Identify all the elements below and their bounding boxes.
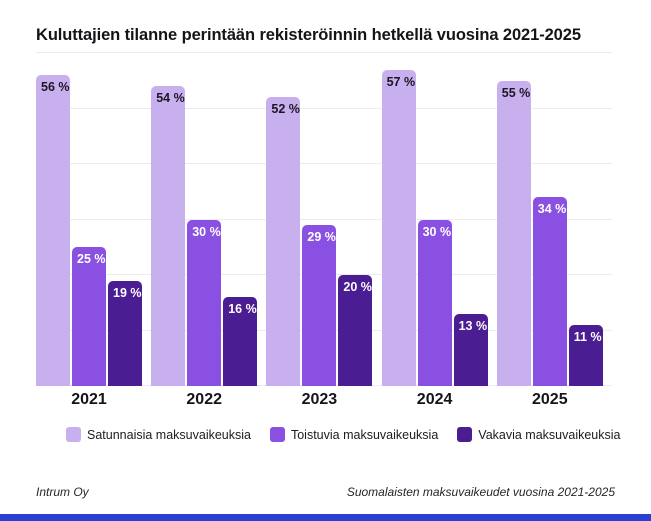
bar-value-label: 11 % [573, 329, 602, 344]
brand-bottom-bar [0, 514, 651, 521]
x-axis-label-2024: 2024 [416, 391, 453, 408]
bar-value-label: 29 % [307, 230, 336, 245]
legend: Satunnaisia maksuvaikeuksia Toistuvia mak… [66, 427, 620, 442]
gridline-60 [36, 52, 612, 53]
x-axis-label-2023: 2023 [301, 391, 338, 408]
bar-2022-series1: 54 % [151, 86, 186, 386]
bar-value-label: 56 % [41, 80, 70, 95]
bar-2025-series3: 11 % [568, 324, 603, 386]
bar-2024-series3: 13 % [453, 313, 488, 386]
bar-2021-series2: 25 % [72, 247, 106, 386]
bar-2021-series3: 19 % [108, 280, 142, 386]
legend-item-2: Toistuvia maksuvaikeuksia [269, 427, 439, 442]
bar-value-label: 30 % [192, 224, 221, 239]
gridline-50 [36, 107, 612, 109]
legend-swatch-icon [66, 427, 81, 442]
bar-2022-series2: 30 % [187, 219, 222, 386]
footer-source: Intrum Oy [36, 485, 89, 499]
bar-2023-series1: 52 % [266, 97, 301, 386]
bar-2021-series1: 56 % [36, 75, 70, 386]
legend-label: Toistuvia maksuvaikeuksia [290, 427, 439, 442]
gridline-40 [36, 163, 612, 164]
legend-swatch-icon [457, 427, 473, 442]
bar-value-label: 16 % [228, 302, 257, 317]
bar-value-label: 52 % [271, 102, 300, 117]
x-axis-label-2025: 2025 [532, 391, 568, 408]
bar-value-label: 54 % [156, 91, 185, 106]
x-axis-label-2021: 2021 [71, 391, 107, 408]
footer-caption: Suomalaisten maksuvaikeudet vuosina 2021… [346, 485, 615, 499]
x-axis-labels: 2021 2022 2023 2024 2025 [36, 391, 612, 411]
bar-2023-series3: 20 % [338, 275, 373, 386]
bar-2025-series1: 55 % [496, 80, 531, 386]
plot-area: 56 % 25 % 19 % 54 % 30 % 16 % 52 % 29 % 20 % 57 %… [36, 52, 612, 386]
legend-label: Vakavia maksuvaikeuksia [478, 427, 621, 442]
legend-label: Satunnaisia maksuvaikeuksia [87, 427, 251, 442]
legend-item-3: Vakavia maksuvaikeuksia [457, 427, 620, 442]
bar-value-label: 19 % [113, 285, 142, 300]
chart-title: Kuluttajien tilanne perintään rekisteröi… [36, 26, 581, 44]
bar-value-label: 13 % [458, 318, 488, 333]
gridline-30 [36, 218, 612, 220]
bar-2024-series1: 57 % [381, 69, 416, 386]
bar-2024-series2: 30 % [417, 219, 452, 386]
bar-value-label: 20 % [343, 280, 372, 294]
bar-2025-series2: 34 % [532, 197, 567, 386]
bar-value-label: 25 % [77, 252, 106, 267]
x-axis-label-2022: 2022 [186, 391, 222, 408]
bar-2023-series2: 29 % [302, 225, 337, 386]
footer: Intrum Oy Suomalaisten maksuvaikeudet vu… [36, 485, 615, 499]
bar-2022-series3: 16 % [223, 297, 258, 386]
bar-value-label: 34 % [537, 202, 567, 217]
bar-value-label: 30 % [422, 224, 452, 239]
bar-value-label: 57 % [386, 74, 416, 89]
legend-item-1: Satunnaisia maksuvaikeuksia [66, 427, 251, 442]
legend-swatch-icon [269, 427, 285, 442]
bar-value-label: 55 % [501, 85, 531, 100]
